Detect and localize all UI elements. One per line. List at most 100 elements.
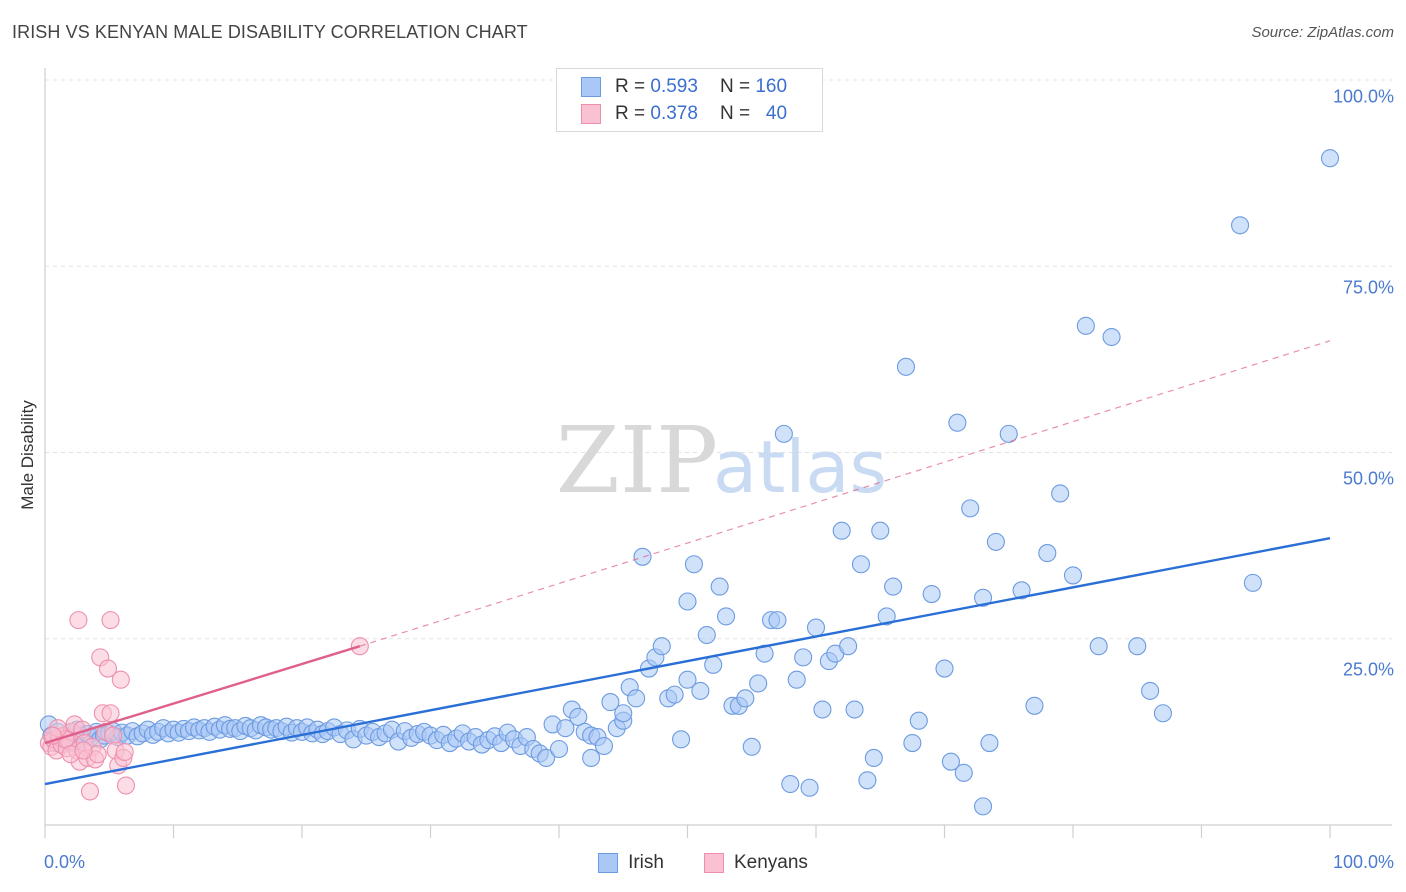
data-point-irish [704,655,723,674]
data-point-kenyans [104,726,123,745]
watermark-zip: ZIP [556,407,718,514]
data-point-irish [556,719,575,738]
data-point-irish [1025,696,1044,715]
data-point-irish [1076,316,1095,335]
data-point-irish [999,424,1018,443]
data-point-irish [614,704,633,723]
legend-swatch [581,104,601,124]
data-point-irish [909,711,928,730]
data-point-irish [652,637,671,656]
data-point-irish [806,618,826,637]
data-point-irish [1051,484,1070,503]
data-point-irish [935,659,954,678]
data-point-irish [871,521,890,540]
source-credit: Source: ZipAtlas.com [1251,24,1394,41]
data-point-irish [1141,681,1160,700]
data-point-irish [1038,544,1057,563]
data-point-irish [1320,149,1340,168]
data-point-irish [986,532,1005,551]
r-label: R = [615,103,646,124]
r-value: 0.593 [650,76,698,97]
y-axis-label: Male Disability [18,400,37,510]
data-point-irish [961,499,980,518]
data-point-kenyans [111,670,130,689]
n-value: 40 [765,103,788,124]
data-point-irish [832,521,851,540]
data-point-kenyans [98,659,118,678]
data-point-irish [594,736,614,756]
data-point-irish [749,674,768,693]
data-point-irish [627,689,646,708]
data-point-kenyans [115,742,134,762]
y-tick-label: 50.0% [1342,468,1394,489]
legend-swatch [703,853,724,873]
data-point-irish [549,739,569,759]
data-point-irish [1012,581,1031,600]
data-point-irish [678,670,697,689]
r-label: R = [615,76,646,97]
data-point-irish [601,693,620,712]
data-point-irish [1063,566,1083,585]
legend-label: Irish [628,852,664,873]
legend-item-irish: Irish [598,852,664,874]
data-point-kenyans [80,782,100,801]
data-point-irish [697,625,716,645]
n-value: 160 [755,76,788,97]
data-point-irish [980,733,999,753]
trend-line-irish [44,536,1331,786]
data-point-irish [787,670,806,689]
r-value: 0.378 [650,103,698,124]
data-point-irish [691,681,710,700]
trend-line-extended-kenyans [359,340,1331,647]
data-point-irish [851,555,871,574]
data-point-irish [954,763,973,782]
data-point-irish [858,771,877,790]
data-point-irish [941,752,960,771]
data-point-irish [903,733,922,753]
n-label: N = [719,103,751,124]
data-point-irish [845,700,864,719]
trend-line-kenyans [44,645,361,745]
y-tick-label: 100.0% [1332,86,1394,107]
data-point-irish [864,748,883,768]
data-point-kenyans [74,741,93,760]
data-point-irish [678,592,697,611]
data-point-irish [1128,637,1147,656]
stats-legend: R = 0.593 N = 160 R = 0.378 N = 40 [556,68,823,132]
data-point-irish [948,413,967,432]
data-point-irish [884,577,903,596]
data-point-irish [537,748,556,768]
data-point-irish [781,774,800,794]
data-point-irish [896,357,916,376]
data-point-irish [1231,216,1250,235]
data-point-irish [736,689,755,708]
n-label: N = [719,76,751,97]
chart-title: IRISH VS KENYAN MALE DISABILITY CORRELAT… [12,22,528,42]
trend-lines [44,340,1331,786]
data-point-irish [1243,573,1262,592]
axes [44,68,1392,838]
data-point-irish [569,707,588,727]
data-point-irish [684,555,703,574]
data-point-irish [813,700,832,719]
y-tick-label: 25.0% [1342,659,1394,680]
grid [45,79,1392,640]
data-point-irish [1153,704,1172,723]
data-point-irish [973,588,993,607]
data-point-irish [922,584,941,604]
x-tick-label: 100.0% [1332,852,1394,872]
scatter-points [39,149,1340,816]
watermark: ZIP atlas [556,407,887,514]
data-point-irish [877,607,896,626]
data-point-irish [768,611,787,630]
data-point-irish [774,424,793,443]
data-point-irish [1102,327,1121,347]
data-point-irish [800,778,819,797]
legend-swatch [598,853,619,873]
data-point-irish [1089,637,1108,656]
data-point-irish [710,577,729,596]
data-point-irish [716,607,736,626]
legend-row-kenyans: R = 0.378 N = 40 [581,103,787,125]
data-point-kenyans [69,611,88,630]
